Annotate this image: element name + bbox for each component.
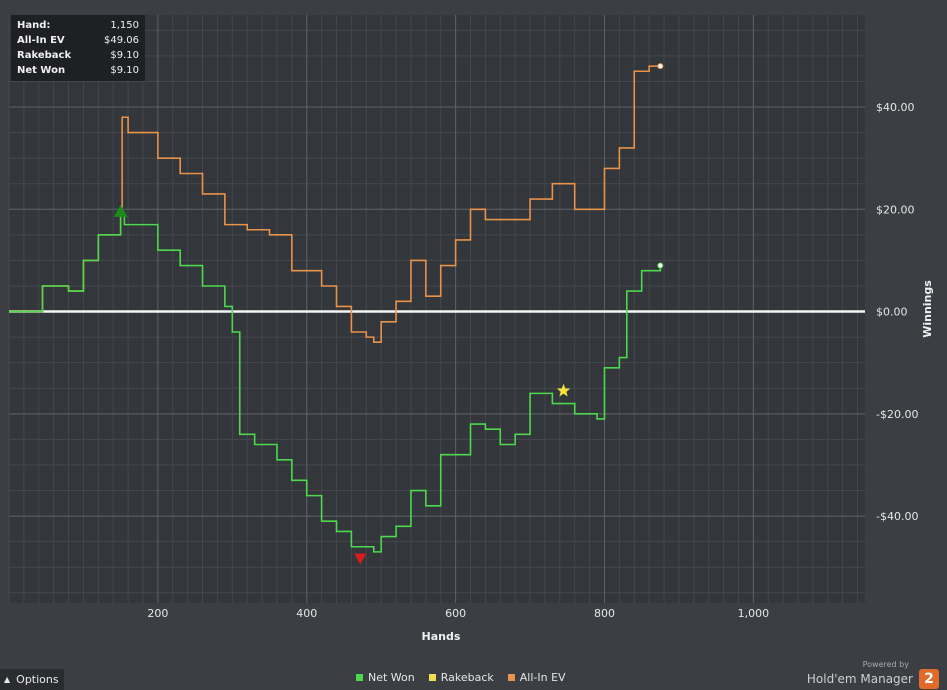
tooltip-row-rakeback: Rakeback $9.10 <box>17 48 139 63</box>
options-button[interactable]: ▲ Options <box>0 669 64 690</box>
powered-by-text: Powered by <box>862 660 909 669</box>
series-line-net-won <box>9 213 662 553</box>
y-tick-label: $0.00 <box>876 306 908 319</box>
hover-tooltip: Hand: 1,150 All-In EV $49.06 Rakeback $9… <box>11 15 145 81</box>
brand-badge-icon: 2 <box>919 669 939 689</box>
legend-item-net-won[interactable]: Net Won <box>356 671 415 684</box>
legend-swatch-net-won <box>356 674 363 681</box>
max-winnings-triangle-icon <box>113 204 128 217</box>
y-tick-label: $20.00 <box>876 203 915 216</box>
tooltip-row-net-won: Net Won $9.10 <box>17 63 139 78</box>
series-end-point <box>657 262 664 269</box>
y-axis-label: Winnings <box>921 280 934 338</box>
legend-swatch-allin-ev <box>507 674 515 681</box>
brand-name: Hold'em Manager <box>806 672 913 686</box>
tooltip-row-allin-ev: All-In EV $49.06 <box>17 33 139 48</box>
legend-label: Rakeback <box>440 671 494 684</box>
star-icon <box>556 383 571 397</box>
y-tick-label: -$40.00 <box>876 510 918 523</box>
tooltip-label: Rakeback <box>17 50 72 61</box>
y-tick-label: $40.00 <box>876 101 915 114</box>
options-label: Options <box>16 673 59 686</box>
legend-label: Net Won <box>368 671 415 684</box>
legend-swatch-rakeback <box>428 674 436 681</box>
min-winnings-triangle-icon <box>354 553 367 565</box>
legend-item-allin-ev[interactable]: All-In EV <box>507 671 566 684</box>
tooltip-label: All-In EV <box>17 35 65 46</box>
x-tick-label: 800 <box>594 607 615 620</box>
tooltip-value: $9.10 <box>110 50 139 61</box>
tooltip-row-hand: Hand: 1,150 <box>17 18 139 33</box>
x-tick-label: 400 <box>296 607 317 620</box>
x-axis-label: Hands <box>422 630 461 643</box>
x-tick-label: 1,000 <box>738 607 770 620</box>
tooltip-value: $9.10 <box>110 65 139 76</box>
chevron-up-icon: ▲ <box>4 675 11 684</box>
tooltip-value: 1,150 <box>110 20 139 31</box>
legend-label: All-In EV <box>519 671 566 684</box>
plot-area <box>9 15 865 603</box>
y-tick-label: -$20.00 <box>876 408 918 421</box>
chart-legend: Net Won Rakeback All-In EV <box>356 671 566 684</box>
legend-item-rakeback[interactable]: Rakeback <box>428 671 494 684</box>
tooltip-value: $49.06 <box>104 35 139 46</box>
tooltip-label: Net Won <box>17 65 66 76</box>
series-end-point <box>657 63 664 70</box>
x-tick-label: 200 <box>147 607 168 620</box>
tooltip-label: Hand: <box>17 20 51 31</box>
brand-logo: Powered by Hold'em Manager 2 <box>807 660 939 689</box>
x-tick-label: 600 <box>445 607 466 620</box>
